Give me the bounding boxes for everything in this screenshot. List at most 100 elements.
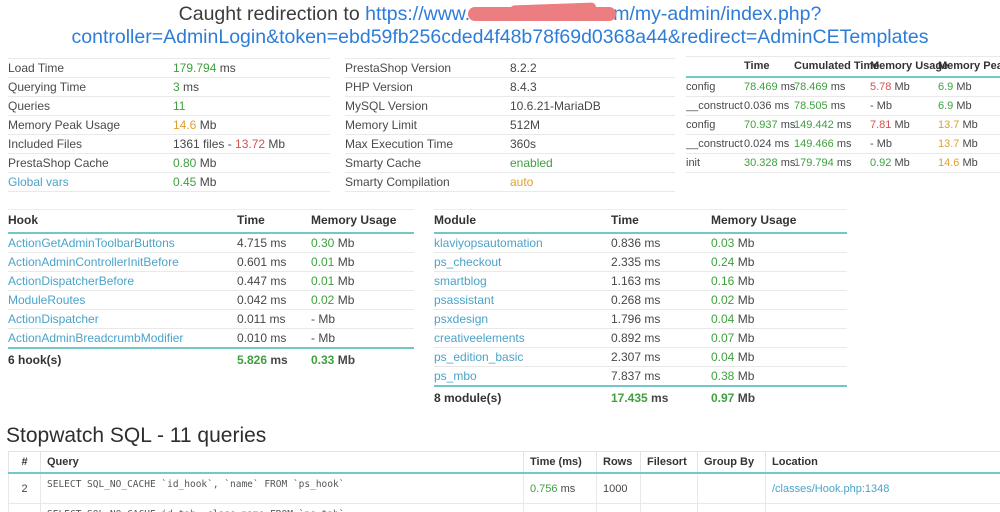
value-segment: 14.6 <box>173 118 197 132</box>
redirect-url-link[interactable]: https://www. m/my-admin/index.php? control… <box>72 3 929 48</box>
global-vars-link[interactable]: Global vars <box>8 175 69 189</box>
sql-queries-table: # Query Time (ms) Rows Filesort Group By Locat… <box>8 451 1000 512</box>
timing-cell: 78.469 ms <box>744 77 795 97</box>
value-segment: 179.794 <box>794 157 834 169</box>
value-segment: ms <box>216 61 236 75</box>
value-segment: Mb <box>196 175 217 189</box>
hookWrap-table: Hook Time Memory Usage ActionGetAdminToolba… <box>8 209 414 370</box>
module-link[interactable]: ps_edition_basic <box>434 350 524 364</box>
value-segment: Mb <box>734 350 755 364</box>
column-header: Filesort <box>640 451 698 474</box>
stat-row: Max Execution Time 360s <box>345 135 675 154</box>
column-header: Memory Usage <box>311 209 414 234</box>
table-row: ActionDispatcherBefore 0.447 ms 0.01 Mb <box>8 271 414 291</box>
value-segment: 0.02 <box>711 293 735 307</box>
name-cell: creativeelements <box>434 328 611 348</box>
value-segment: 149.442 <box>794 119 834 131</box>
value-segment: 5.826 <box>237 352 268 367</box>
hook-link[interactable]: ActionAdminControllerInitBefore <box>8 255 179 269</box>
timing-cell: 0.024 ms <box>744 134 794 154</box>
value-segment: - Mb <box>870 100 892 112</box>
module-link[interactable]: creativeelements <box>434 331 525 345</box>
timing-cell: 78.505 ms <box>794 96 870 116</box>
location-link[interactable]: /classes/Hook.php:1348 <box>772 482 890 495</box>
value-segment: 0.756 <box>530 482 558 495</box>
sql-table: # Query Time (ms) Rows Filesort Group By Locat… <box>8 451 1000 512</box>
value-segment: ms <box>771 138 790 150</box>
column-header: Memory Usage <box>711 209 847 234</box>
value-segment: 8.4.3 <box>510 80 537 94</box>
value-segment: 11 <box>173 99 186 113</box>
stat-label: PrestaShop Version <box>345 61 452 75</box>
value-segment: 5.78 <box>870 81 892 93</box>
memory-cell: 0.02 Mb <box>311 290 414 310</box>
time-cell: 0.011 ms <box>237 309 311 329</box>
value-segment: 0.80 <box>173 156 197 170</box>
time-cell: 2.335 ms <box>611 252 711 272</box>
hooks-total-row: 6 hook(s) 5.826 ms 0.33 Mb <box>8 347 414 370</box>
name-cell: ps_mbo <box>434 366 611 387</box>
query-rows-cell: 1000 <box>596 472 641 504</box>
module-link[interactable]: ps_checkout <box>434 255 502 269</box>
query-location-cell: /classes/Tab.php:357 <box>765 503 1000 512</box>
stat-row: Load Time 179.794 ms <box>8 58 330 78</box>
sql-section-title: Stopwatch SQL - 11 queries <box>6 424 267 447</box>
value-segment: 360s <box>510 137 537 151</box>
timing-row-label: config <box>686 115 744 135</box>
time-cell: 0.268 ms <box>611 290 711 310</box>
value-segment: auto <box>510 175 534 189</box>
name-cell: klaviyopsautomation <box>434 233 611 253</box>
value-segment: 0.04 <box>711 312 735 326</box>
value-segment: Mb <box>734 369 755 383</box>
stat-row: Memory Limit 512M <box>345 116 675 135</box>
hook-link[interactable]: ModuleRoutes <box>8 293 86 307</box>
hook-link[interactable]: ActionGetAdminToolbarButtons <box>8 236 175 250</box>
time-cell: 1.796 ms <box>611 309 711 329</box>
name-cell: psxdesign <box>434 309 611 329</box>
table-row: __construct 0.036 ms 78.505 ms - Mb 6.9 Mb <box>686 96 1000 116</box>
timing-cell: 78.469 ms <box>794 77 870 97</box>
value-segment: 0.30 <box>311 236 335 250</box>
module-link[interactable]: psassistant <box>434 293 495 307</box>
stat-row: PrestaShop Version 8.2.2 <box>345 58 675 78</box>
name-cell: ModuleRoutes <box>8 290 237 310</box>
timing-cell: 179.794 ms <box>794 153 870 173</box>
hook-link[interactable]: ActionDispatcher <box>8 312 99 326</box>
value-segment: Mb <box>334 352 356 367</box>
query-sql-cell: SELECT SQL_NO_CACHE `id_hook`, `name` FR… <box>40 472 524 504</box>
time-cell: 7.837 ms <box>611 366 711 387</box>
hook-link[interactable]: ActionAdminBreadcrumbModifier <box>8 331 184 345</box>
value-segment: 30.328 <box>744 157 778 169</box>
timing-cell: 30.328 ms <box>744 153 795 173</box>
value-segment: ms <box>833 157 852 169</box>
table-row: config 78.469 ms 78.469 ms 5.78 Mb 6.9 Mb <box>686 77 1000 97</box>
time-cell: 1.163 ms <box>611 271 711 291</box>
module-link[interactable]: smartblog <box>434 274 487 288</box>
value-segment: Mb <box>953 100 972 112</box>
url-text-part2: m/my-admin/index.php? <box>613 3 822 25</box>
column-header: Module <box>434 209 611 234</box>
stat-row: Querying Time 3 ms <box>8 78 330 97</box>
memory-cell: 0.04 Mb <box>711 309 847 329</box>
module-link[interactable]: psxdesign <box>434 312 489 326</box>
column-header: Memory Usage <box>870 56 948 78</box>
value-segment: 0.042 ms <box>237 293 287 307</box>
value-segment: Mb <box>196 156 217 170</box>
footer-memory: 0.97 Mb <box>711 385 847 408</box>
value-segment: ms <box>771 100 790 112</box>
module-link[interactable]: ps_mbo <box>434 369 477 383</box>
redaction-scribble <box>468 7 617 21</box>
memory-cell: 0.38 Mb <box>711 366 847 387</box>
value-segment: 0.447 ms <box>237 274 287 288</box>
table-row: creativeelements 0.892 ms 0.07 Mb <box>434 328 847 348</box>
stat-label: Included Files <box>8 137 83 151</box>
column-header: Memory Peak Usage <box>938 56 1000 78</box>
value-segment: ms <box>833 119 852 131</box>
module-link[interactable]: klaviyopsautomation <box>434 236 543 250</box>
hook-link[interactable]: ActionDispatcherBefore <box>8 274 135 288</box>
table-row: psxdesign 1.796 ms 0.04 Mb <box>434 309 847 329</box>
value-segment: ms <box>827 100 846 112</box>
stat-value: 0.80 Mb <box>173 156 216 170</box>
value-segment: 179.794 <box>173 61 217 75</box>
